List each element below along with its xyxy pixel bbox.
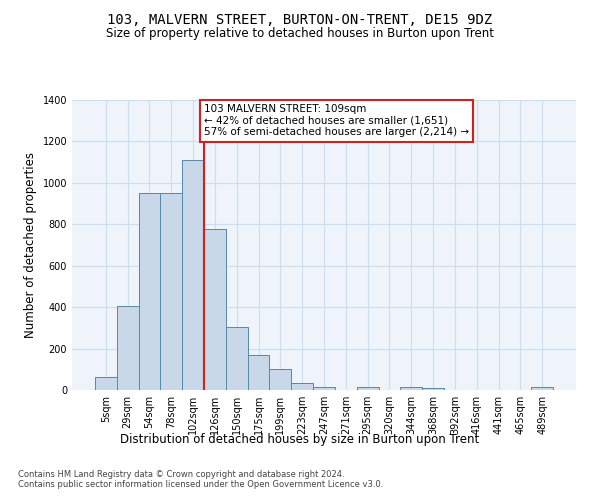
Text: Distribution of detached houses by size in Burton upon Trent: Distribution of detached houses by size … [121, 432, 479, 446]
Bar [422, 388, 444, 390]
Text: 103 MALVERN STREET: 109sqm
← 42% of detached houses are smaller (1,651)
57% of s: 103 MALVERN STREET: 109sqm ← 42% of deta… [204, 104, 469, 138]
Bar [313, 387, 335, 390]
Text: Contains public sector information licensed under the Open Government Licence v3: Contains public sector information licen… [18, 480, 383, 489]
Bar [160, 193, 182, 390]
Bar [204, 230, 226, 390]
Bar [95, 376, 117, 390]
Bar [117, 306, 139, 390]
Bar [357, 387, 379, 390]
Bar [248, 355, 269, 390]
Text: Size of property relative to detached houses in Burton upon Trent: Size of property relative to detached ho… [106, 28, 494, 40]
Bar [531, 387, 553, 390]
Bar [139, 193, 160, 390]
Text: Contains HM Land Registry data © Crown copyright and database right 2024.: Contains HM Land Registry data © Crown c… [18, 470, 344, 479]
Bar [400, 387, 422, 390]
Bar [291, 383, 313, 390]
Bar [269, 370, 291, 390]
Bar [182, 160, 204, 390]
Bar [226, 327, 248, 390]
Y-axis label: Number of detached properties: Number of detached properties [24, 152, 37, 338]
Text: 103, MALVERN STREET, BURTON-ON-TRENT, DE15 9DZ: 103, MALVERN STREET, BURTON-ON-TRENT, DE… [107, 12, 493, 26]
